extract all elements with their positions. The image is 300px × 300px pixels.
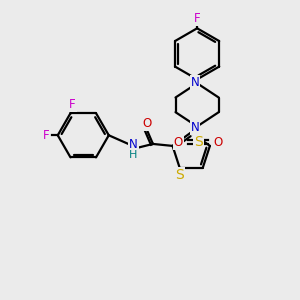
Text: S: S: [194, 135, 203, 149]
Text: O: O: [174, 136, 183, 148]
Text: O: O: [213, 136, 222, 148]
Text: H: H: [129, 150, 137, 160]
Text: S: S: [175, 168, 184, 182]
Text: F: F: [194, 12, 200, 25]
Text: F: F: [43, 129, 49, 142]
Text: N: N: [191, 76, 200, 89]
Text: F: F: [69, 98, 76, 111]
Text: O: O: [142, 117, 152, 130]
Text: N: N: [191, 121, 200, 134]
Text: N: N: [129, 138, 138, 152]
